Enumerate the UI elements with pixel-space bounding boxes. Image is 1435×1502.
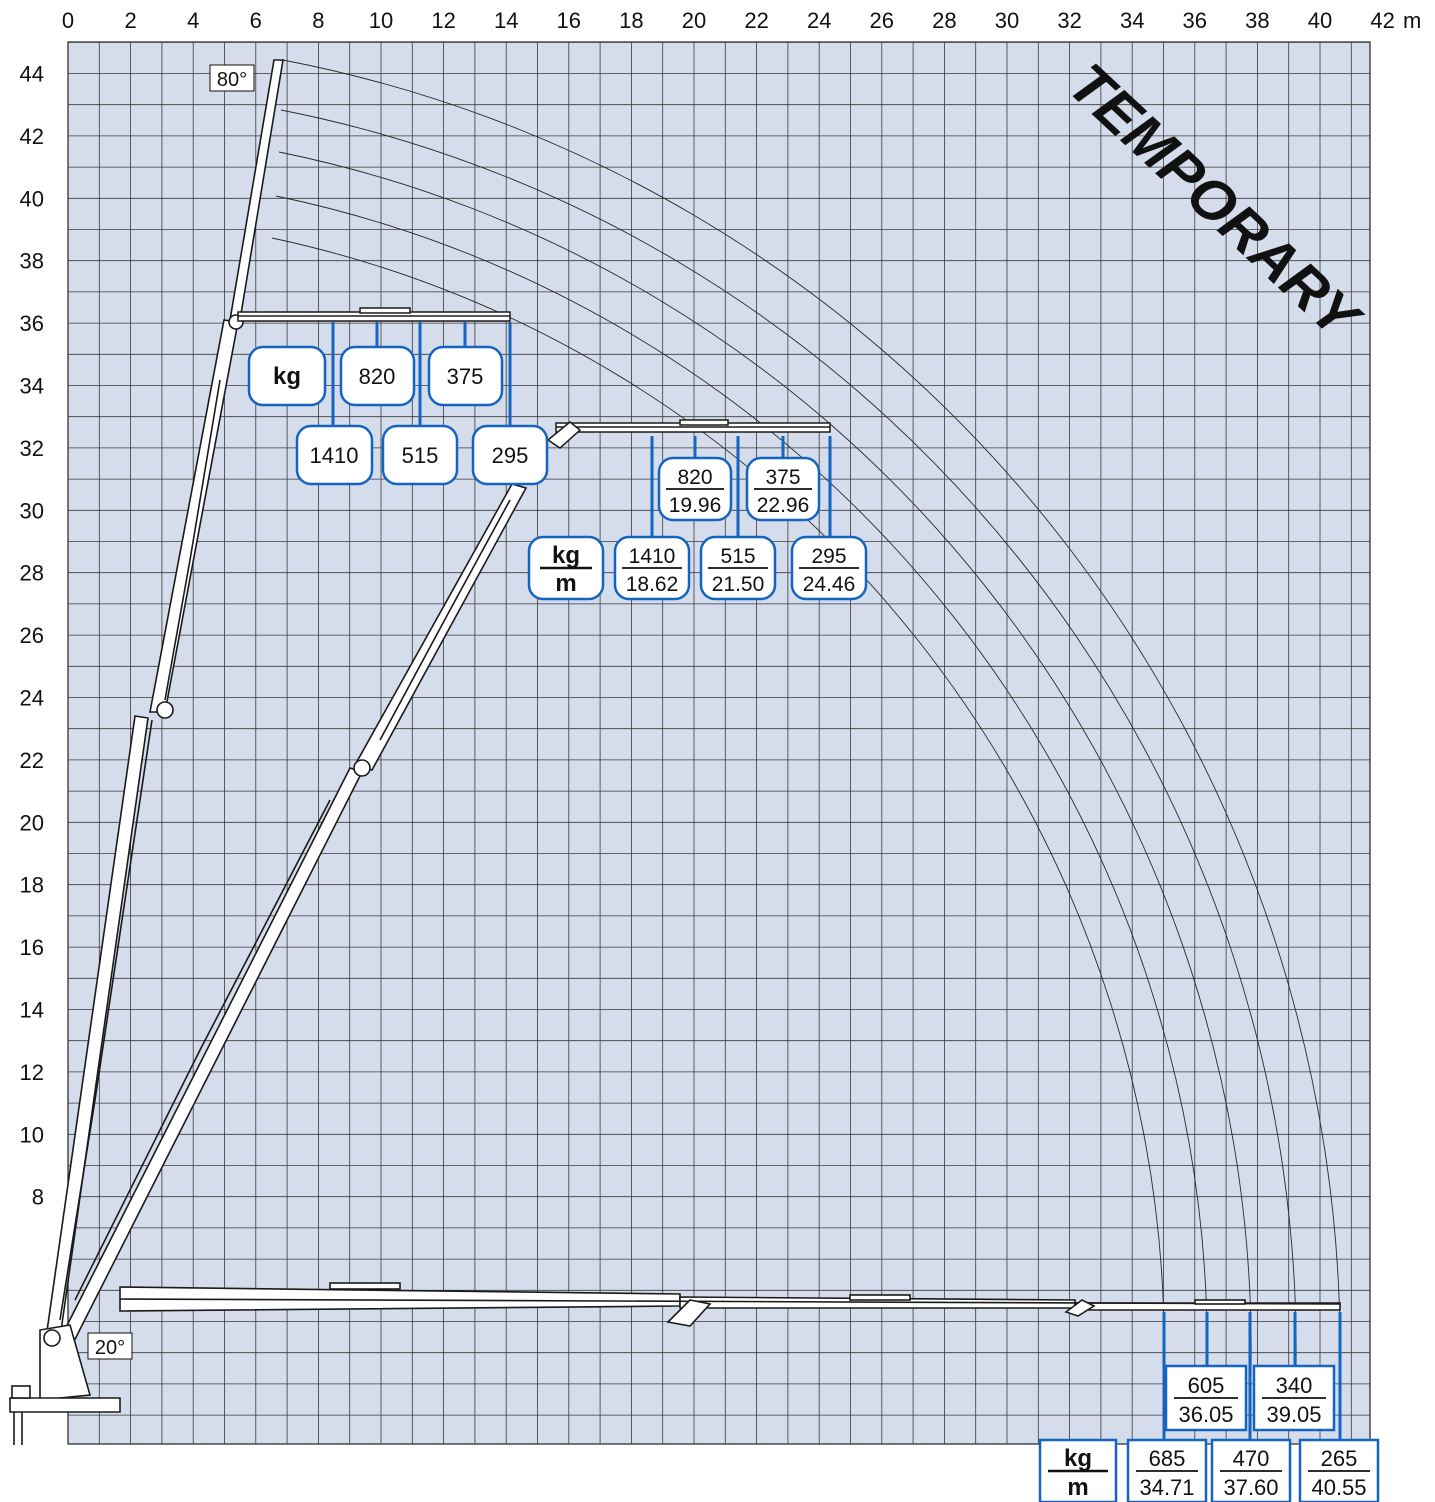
y-tick-label: 42	[20, 124, 44, 149]
middle-upper-kg: 820	[677, 466, 712, 489]
y-tick-label: 22	[20, 748, 44, 773]
top-lower-value: 515	[402, 443, 439, 468]
top-unit-kg: kg	[273, 363, 301, 390]
middle-lower-m: 18.62	[626, 573, 679, 596]
y-tick-label: 40	[20, 186, 44, 211]
x-tick-label: 28	[932, 8, 956, 33]
x-tick-label: 18	[619, 8, 643, 33]
middle-upper-kg: 375	[765, 466, 800, 489]
middle-upper-m: 22.96	[757, 494, 810, 517]
middle-lower-kg: 295	[811, 545, 846, 568]
reach-arc	[280, 109, 1297, 1376]
x-tick-label: 10	[369, 8, 393, 33]
top-upper-value: 820	[359, 364, 396, 389]
x-tick-label: 32	[1057, 8, 1081, 33]
crane-boom-mid	[50, 483, 528, 1358]
y-tick-label: 32	[20, 436, 44, 461]
x-tick-label: 2	[124, 8, 136, 33]
bottom-unit-kg: kg	[1064, 1445, 1092, 1472]
x-tick-label: 24	[807, 8, 831, 33]
bottom-lower-kg: 265	[1321, 1446, 1358, 1471]
top-lower-value: 295	[492, 443, 529, 468]
x-tick-label: 40	[1308, 8, 1332, 33]
middle-lower-kg: 1410	[629, 545, 676, 568]
bottom-lower-m: 34.71	[1139, 1475, 1194, 1500]
crane-boom-80deg	[43, 59, 284, 1353]
plot-background	[67, 41, 1371, 1445]
bottom-lower-kg: 470	[1233, 1446, 1270, 1471]
y-tick-label: 24	[20, 686, 44, 711]
x-tick-label: 36	[1183, 8, 1207, 33]
bottom-lower-kg: 685	[1149, 1446, 1186, 1471]
y-tick-label: 44	[20, 62, 44, 87]
x-tick-label: 38	[1245, 8, 1269, 33]
y-axis-ticks: 8 10 12 14 16 18 20 22 24 26 28 30 32 34 36 38 40 42 44	[20, 62, 44, 1210]
top-upper-value: 375	[447, 364, 484, 389]
load-table-bottom-boxes: 605 36.05 340 39.05 kg m 685 34.71 470 3…	[1038, 1364, 1380, 1502]
x-tick-label: 14	[494, 8, 518, 33]
reach-arc	[275, 195, 1208, 1376]
load-table-bottom	[1162, 1312, 1342, 1440]
angle-label-80: 80°	[209, 64, 255, 92]
crane-boom-horizontal	[119, 1282, 1341, 1327]
bottom-upper-kg: 340	[1276, 1373, 1313, 1398]
y-tick-label: 34	[20, 374, 44, 399]
x-axis-ticks: 0 2 4 6 8 10 12 14 16 18 20 22 24 26 28 30 32 34 36 38 40 42	[62, 8, 1395, 33]
y-tick-label: 14	[20, 998, 44, 1023]
y-tick-label: 16	[20, 935, 44, 960]
y-tick-label: 36	[20, 311, 44, 336]
bottom-upper-m: 39.05	[1266, 1402, 1321, 1427]
reach-arc	[282, 59, 1341, 1376]
crane-base	[9, 1324, 121, 1445]
x-tick-label: 12	[431, 8, 455, 33]
y-tick-label: 38	[20, 249, 44, 274]
x-tick-label: 0	[62, 8, 74, 33]
x-tick-label: 6	[250, 8, 262, 33]
x-tick-label: 20	[682, 8, 706, 33]
middle-unit-kg: kg	[552, 542, 580, 569]
x-tick-label: 26	[870, 8, 894, 33]
middle-lower-m: 24.46	[803, 573, 856, 596]
x-axis-unit: m	[1403, 8, 1421, 33]
jib-32m	[546, 419, 831, 449]
x-tick-label: 4	[187, 8, 199, 33]
x-tick-label: 8	[312, 8, 324, 33]
load-table-top-boxes: kg 820 375 1410 515 295	[247, 345, 549, 486]
reach-arc	[278, 151, 1252, 1376]
load-table-middle-boxes: kg m 820 19.96 375 22.96 1410 18.62 515 …	[527, 456, 868, 601]
angle-label-20: 20°	[87, 1332, 133, 1360]
top-lower-value: 1410	[310, 443, 359, 468]
middle-lower-m: 21.50	[712, 573, 765, 596]
load-table-top	[331, 322, 512, 426]
y-tick-label: 18	[20, 873, 44, 898]
y-tick-label: 30	[20, 498, 44, 523]
x-tick-label: 34	[1120, 8, 1144, 33]
bottom-lower-m: 37.60	[1223, 1475, 1278, 1500]
svg-text:20°: 20°	[95, 1337, 125, 1359]
jib-36m	[237, 307, 511, 322]
x-tick-label: 16	[557, 8, 581, 33]
bottom-lower-m: 40.55	[1311, 1475, 1366, 1500]
bottom-upper-m: 36.05	[1178, 1402, 1233, 1427]
middle-unit-m: m	[555, 570, 576, 597]
y-tick-label: 26	[20, 623, 44, 648]
bottom-upper-kg: 605	[1188, 1373, 1225, 1398]
x-tick-label: 22	[744, 8, 768, 33]
reach-arcs	[271, 59, 1341, 1376]
x-tick-label: 42	[1370, 8, 1394, 33]
svg-text:80°: 80°	[217, 69, 247, 91]
y-tick-label: 10	[20, 1122, 44, 1147]
x-tick-label: 30	[995, 8, 1019, 33]
middle-lower-kg: 515	[720, 545, 755, 568]
y-tick-label: 28	[20, 561, 44, 586]
y-tick-label: 12	[20, 1060, 44, 1085]
bottom-unit-m: m	[1067, 1474, 1088, 1501]
load-table-middle	[650, 436, 832, 538]
y-tick-label: 20	[20, 810, 44, 835]
y-tick-label: 8	[32, 1185, 44, 1210]
middle-upper-m: 19.96	[669, 494, 722, 517]
